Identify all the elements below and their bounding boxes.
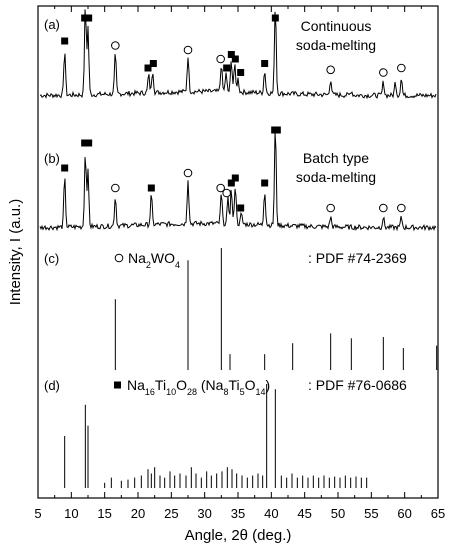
xrd-trace <box>39 131 437 232</box>
na2wo4-marker <box>183 168 193 178</box>
x-tick-label: 65 <box>431 506 445 521</box>
x-tick-label: 60 <box>397 506 411 521</box>
na-titanate-marker <box>61 37 69 45</box>
panel-tag: (b) <box>44 151 60 166</box>
x-tick-label: 20 <box>131 506 145 521</box>
na-titanate-symbol <box>114 381 121 389</box>
panel-tag: (c) <box>44 251 59 266</box>
panel-c: (c) Na2WO4 : PDF #74-2369 <box>44 248 438 370</box>
na-titanate-marker <box>237 204 245 212</box>
subscript: 28 <box>187 387 197 397</box>
x-tick-label: 45 <box>297 506 311 521</box>
panel-b: (b) Batch type soda-melting <box>39 126 437 232</box>
x-tick-label: 30 <box>197 506 211 521</box>
panels: (a) Continuous soda-melting (b) Batch type so… <box>39 9 438 488</box>
formula-part: O <box>176 377 187 393</box>
na-titanate-marker <box>144 64 152 72</box>
xrd-trace <box>39 9 437 100</box>
na2wo4-marker <box>183 45 193 55</box>
na2wo4-marker <box>397 203 406 213</box>
na-titanate-marker <box>231 174 239 182</box>
formula-part: Ti <box>155 377 166 393</box>
na-titanate-marker <box>85 14 93 22</box>
sample-label-line1: Continuous <box>301 18 372 34</box>
na2wo4-marker <box>216 183 225 193</box>
na-titanate-marker <box>271 14 279 22</box>
formula-part: Ti <box>228 377 239 393</box>
panel-d: (d) Na16Ti10O28 (Na8Ti5O14): PDF #76-0686 <box>44 377 407 488</box>
compound-name: Na16Ti10O28 (Na8Ti5O14) <box>127 377 270 397</box>
na2wo4-marker <box>326 65 335 75</box>
formula-part: O <box>245 377 256 393</box>
x-tick-label: 35 <box>231 506 245 521</box>
panel-tag: (d) <box>44 378 60 393</box>
subscript: 14 <box>256 387 266 397</box>
x-tick-label: 25 <box>164 506 178 521</box>
pdf-card: : PDF #76-0686 <box>308 377 407 393</box>
subscript: 8 <box>223 387 228 397</box>
sample-label-line1: Batch type <box>303 150 369 166</box>
na-titanate-marker <box>85 139 93 147</box>
na-titanate-marker <box>81 139 89 147</box>
subscript: 16 <box>145 387 155 397</box>
na-titanate-marker <box>227 51 235 58</box>
na-titanate-marker <box>227 179 235 187</box>
na-titanate-marker <box>147 184 155 192</box>
na2wo4-marker <box>379 68 388 77</box>
na2wo4-marker <box>379 203 388 213</box>
subscript: 5 <box>240 387 245 397</box>
x-tick-label: 10 <box>64 506 78 521</box>
compound-name: Na2WO4 <box>128 250 180 270</box>
panel-tag: (a) <box>44 17 60 32</box>
na-titanate-marker <box>231 55 239 63</box>
na2wo4-marker <box>397 63 406 73</box>
na-titanate-marker <box>61 164 69 172</box>
formula-part: Na <box>128 250 146 266</box>
x-tick-label: 55 <box>364 506 378 521</box>
subscript: 2 <box>146 260 151 270</box>
na-titanate-marker <box>81 14 89 22</box>
na2wo4-marker <box>222 188 231 198</box>
sample-label-line2: soda-melting <box>296 37 376 53</box>
x-tick-label: 5 <box>34 506 41 521</box>
x-axis-label: Angle, 2θ (deg.) <box>185 527 292 544</box>
panel-a: (a) Continuous soda-melting <box>39 9 437 100</box>
na2wo4-marker <box>326 203 335 213</box>
x-axis: 5 10 15 20 25 30 35 40 45 50 55 60 65 <box>34 6 445 521</box>
na-titanate-marker <box>149 60 157 67</box>
na2wo4-marker <box>111 183 120 193</box>
subscript: 10 <box>166 387 176 397</box>
formula-part: ) <box>266 377 271 393</box>
na2wo4-marker <box>111 41 120 50</box>
na-titanate-marker <box>261 60 269 67</box>
na-titanate-marker <box>237 69 245 76</box>
na2wo4-symbol <box>114 253 124 263</box>
formula-part: Na <box>127 377 145 393</box>
na2wo4-marker <box>216 54 225 64</box>
sample-label-line2: soda-melting <box>296 169 376 185</box>
x-tick-label: 50 <box>331 506 345 521</box>
na-titanate-marker <box>261 179 269 187</box>
formula-part: WO <box>151 250 175 266</box>
na-titanate-marker <box>223 64 231 72</box>
x-tick-label: 40 <box>264 506 278 521</box>
y-axis-label: Intensity, I (a.u.) <box>7 199 24 305</box>
subscript: 4 <box>175 260 180 270</box>
na-titanate-marker <box>273 126 281 134</box>
x-tick-label: 15 <box>97 506 111 521</box>
formula-part: (Na <box>197 377 224 393</box>
pdf-card: : PDF #74-2369 <box>308 250 407 266</box>
